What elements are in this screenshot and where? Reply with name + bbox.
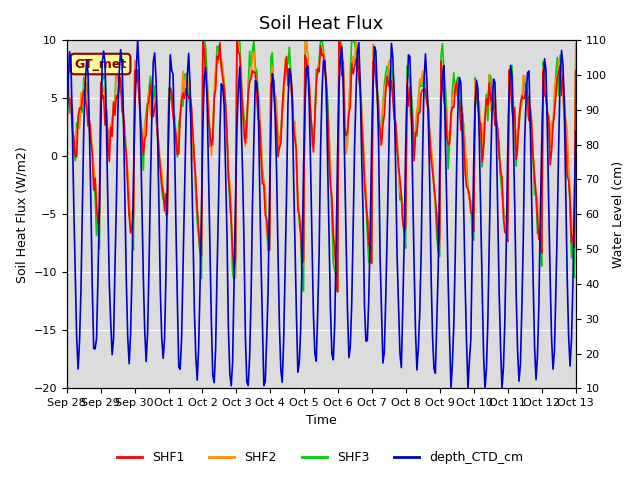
SHF2 [199,37,207,43]
depth_CTD_cm [447,385,455,391]
SHF1 [63,72,70,78]
depth_CTD_cm [287,72,294,78]
SHF3 [199,37,207,43]
SHF3 [333,289,341,295]
SHF2 [125,190,133,195]
SHF1 [125,213,133,218]
SHF3 [216,52,224,58]
depth_CTD_cm [125,361,133,367]
SHF3 [125,213,133,219]
depth_CTD_cm [572,128,580,134]
SHF1 [572,68,580,73]
SHF2 [287,87,294,93]
SHF1 [199,37,207,43]
Line: depth_CTD_cm: depth_CTD_cm [67,40,576,388]
Legend: SHF1, SHF2, SHF3, depth_CTD_cm: SHF1, SHF2, SHF3, depth_CTD_cm [112,446,528,469]
SHF1 [287,72,294,77]
SHF2 [572,41,580,47]
Y-axis label: Water Level (cm): Water Level (cm) [612,161,625,268]
Line: SHF1: SHF1 [67,40,576,292]
SHF3 [233,37,241,43]
SHF2 [233,37,241,43]
Line: SHF3: SHF3 [67,40,576,292]
SHF2 [63,77,70,83]
SHF3 [241,121,249,127]
Y-axis label: Soil Heat Flux (W/m2): Soil Heat Flux (W/m2) [15,146,28,283]
SHF3 [547,144,554,150]
SHF2 [333,285,341,290]
depth_CTD_cm [547,277,554,283]
SHF3 [572,58,580,64]
depth_CTD_cm [233,125,241,131]
SHF3 [63,100,70,106]
SHF1 [233,37,241,43]
SHF1 [216,40,224,46]
depth_CTD_cm [63,133,70,139]
depth_CTD_cm [216,128,224,133]
Line: SHF2: SHF2 [67,40,576,288]
Text: GT_met: GT_met [74,58,127,71]
SHF1 [241,140,249,145]
depth_CTD_cm [241,335,249,340]
SHF1 [547,162,554,168]
SHF1 [333,289,341,295]
SHF2 [241,144,249,150]
X-axis label: Time: Time [306,414,337,427]
Title: Soil Heat Flux: Soil Heat Flux [259,15,383,33]
SHF2 [547,142,554,147]
SHF2 [216,49,224,55]
SHF3 [287,69,294,74]
depth_CTD_cm [134,37,141,43]
